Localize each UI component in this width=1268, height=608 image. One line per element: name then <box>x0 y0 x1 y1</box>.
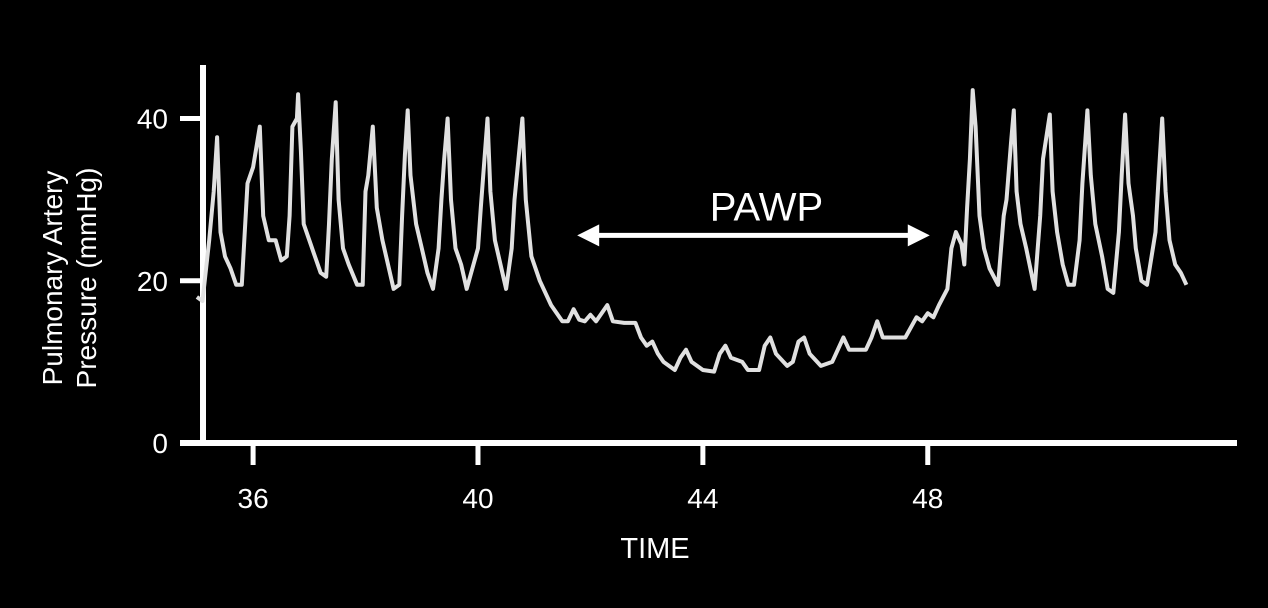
y-tick-label: 20 <box>137 266 168 297</box>
y-axis-label-line1: Pulmonary Artery <box>37 171 68 386</box>
pressure-trace-line <box>195 88 1189 374</box>
arrow-head-right-icon <box>907 224 930 247</box>
x-tick-label: 40 <box>462 483 493 514</box>
axes <box>180 65 1237 446</box>
x-tick-label: 44 <box>687 483 718 514</box>
ticks: 0 20 40 36 40 44 48 <box>137 104 944 514</box>
pawp-annotation: PAWP <box>577 185 930 247</box>
y-tick-label: 0 <box>152 428 168 459</box>
arrow-head-left-icon <box>577 224 600 247</box>
x-axis-label: TIME <box>620 533 689 565</box>
pawp-label: PAWP <box>710 185 823 229</box>
y-axis-label-line2: Pressure (mmHg) <box>71 168 102 389</box>
x-tick-label: 48 <box>912 483 943 514</box>
x-tick-label: 36 <box>238 483 269 514</box>
y-tick-label: 40 <box>137 104 168 135</box>
